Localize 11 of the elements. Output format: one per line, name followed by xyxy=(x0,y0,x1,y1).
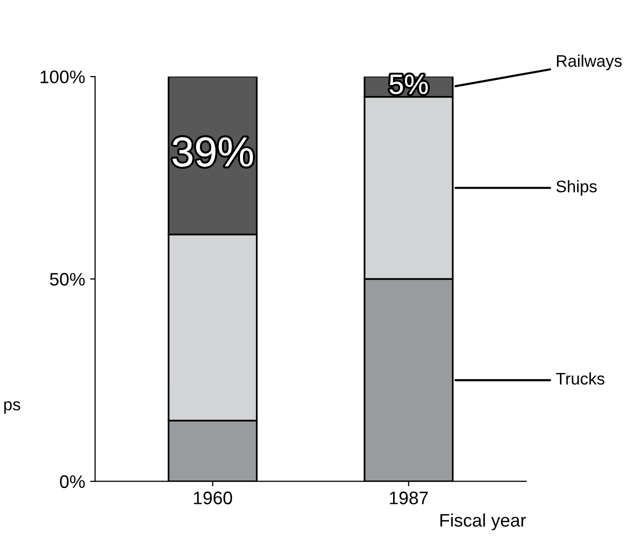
y-tick-label: 100% xyxy=(40,70,85,84)
x-axis-title: Fiscal year xyxy=(440,513,526,530)
text: Trucks xyxy=(556,372,604,385)
y-tick-label: 0% xyxy=(60,475,85,488)
text: Railways xyxy=(556,54,622,70)
x-tick-label: 1987 xyxy=(390,492,428,504)
data-label: 39% xyxy=(172,137,253,167)
text: Ships xyxy=(556,180,597,196)
y-tick-label: 50% xyxy=(50,272,85,286)
text: ps xyxy=(4,401,20,414)
x-tick-label: 1960 xyxy=(194,492,232,504)
